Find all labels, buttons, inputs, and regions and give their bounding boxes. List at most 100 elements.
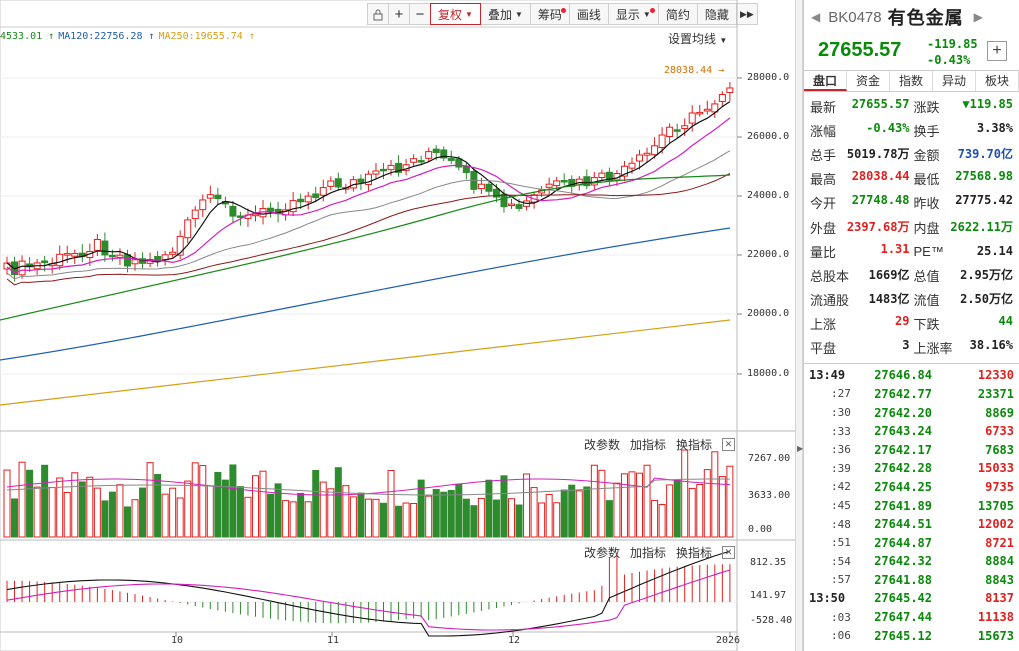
toolbar-button-2[interactable]: 筹码 (529, 3, 570, 25)
quote-value: 2397.68万 (846, 219, 910, 234)
quote-cell: PE™ 25.14 (912, 244, 1016, 259)
quote-label: 金额 (913, 147, 940, 163)
trade-row: :57 27641.88 8843 (804, 571, 1019, 590)
tab-3[interactable]: 异动 (933, 71, 976, 91)
quote-cell: 最新 27655.57 (808, 97, 912, 116)
volume-bar (349, 496, 357, 538)
panel-splitter[interactable]: ▶ (795, 0, 803, 651)
volume-bar (289, 501, 297, 538)
expand-right-button[interactable]: ▶▶ (735, 3, 758, 25)
toolbar-button-3[interactable]: 画线 (568, 3, 609, 25)
volume-bar (492, 499, 500, 538)
volume-bar (508, 498, 516, 538)
add-watchlist-button[interactable]: + (987, 41, 1007, 61)
chart-toolbar: + − 复权 ▼ 叠加 ▼ 筹码 画线 显示 ▼ 简约 隐藏 ▶▶ (367, 3, 758, 25)
volume-bar (688, 487, 696, 538)
plus-icon: + (992, 42, 1002, 59)
price-axis-label: 18000.0 (747, 368, 790, 379)
macd-axis-label: 141.97 (750, 590, 787, 601)
volume-bar (184, 480, 192, 538)
volume-add-indicator-button[interactable]: 加指标 (630, 438, 667, 452)
candle-body (688, 112, 696, 124)
trade-volume: 11138 (977, 610, 1014, 625)
macd-add-indicator-button[interactable]: 加指标 (630, 546, 667, 560)
volume-axis-label: 7267.00 (748, 453, 791, 464)
candle-body (703, 108, 711, 112)
toolbar-button-1[interactable]: 叠加 ▼ (479, 3, 531, 25)
quote-label: 最低 (913, 172, 940, 188)
candle-body (334, 178, 342, 188)
x-label-2026: 2026 (716, 635, 741, 646)
quote-cell: 上涨率 38.16% (912, 338, 1016, 357)
macd-change-params-button[interactable]: 改参数 (584, 546, 621, 560)
toolbar-button-6[interactable]: 隐藏 (696, 3, 737, 25)
macd-switch-indicator-button[interactable]: 换指标 (676, 546, 713, 560)
prev-stock-icon[interactable]: ◀ (811, 10, 821, 24)
volume-bar (681, 449, 689, 538)
trade-volume: 8721 (985, 535, 1014, 550)
trade-price: 27642.28 (874, 461, 932, 476)
toolbar-button-0[interactable]: 复权 ▼ (430, 3, 481, 25)
trade-row: :03 27647.44 11138 (804, 608, 1019, 627)
candle-body (553, 180, 561, 187)
volume-close-icon[interactable]: ✕ (722, 438, 736, 451)
quote-cell: 金额 739.70亿 (912, 145, 1016, 164)
candle-body (455, 158, 463, 168)
volume-bar (342, 485, 350, 538)
quote-value: -0.43% (866, 120, 910, 135)
trade-time: :57 (831, 573, 851, 587)
quote-label: 最高 (810, 172, 837, 188)
candle-body (508, 203, 516, 207)
volume-bar (26, 469, 34, 538)
candle-body (131, 259, 139, 265)
quote-panel: ◀ BK0478 有色金属 ▶ 27655.57 -119.85 -0.43% +… (803, 0, 1019, 651)
candle-body (304, 195, 312, 203)
volume-bar (139, 487, 147, 538)
quote-label: 内盘 (913, 220, 940, 236)
candle-body (169, 251, 177, 255)
splitter-grip-icon: ▶ (797, 444, 804, 453)
quote-label: PE™ (913, 243, 944, 259)
candle-body (666, 126, 674, 138)
chart-canvas[interactable] (0, 0, 795, 651)
candle-body (651, 145, 659, 156)
tab-1[interactable]: 资金 (847, 71, 890, 91)
volume-bar (274, 483, 282, 538)
macd-close-icon[interactable]: ✕ (722, 546, 736, 559)
volume-bar (500, 475, 508, 538)
ma60-line (0, 174, 731, 321)
zoom-in-button[interactable]: + (388, 3, 410, 25)
volume-change-params-button[interactable]: 改参数 (584, 438, 621, 452)
candle-body (545, 183, 553, 188)
candle-body (206, 194, 214, 199)
next-stock-icon[interactable]: ▶ (973, 10, 983, 24)
chevron-down-icon: ▼ (514, 9, 523, 19)
volume-bar (372, 498, 380, 538)
toolbar-button-4[interactable]: 显示 ▼ (607, 3, 659, 25)
trade-row: :33 27643.24 6733 (804, 422, 1019, 441)
volume-bar (191, 462, 199, 538)
quote-label: 上涨率 (913, 341, 953, 357)
tab-0[interactable]: 盘口 (804, 71, 847, 91)
trade-time: 13:50 (809, 591, 846, 606)
volume-bar (523, 473, 531, 538)
chart-area[interactable]: + − 复权 ▼ 叠加 ▼ 筹码 画线 显示 ▼ 简约 隐藏 ▶▶ 4533.01 ↑ MA120:… (0, 0, 795, 651)
quote-cell: 量比 1.31 (808, 242, 912, 261)
trade-price: 27644.51 (874, 517, 932, 532)
candle-body (696, 111, 704, 115)
toolbar-button-label: 画线 (576, 7, 601, 22)
candle-body (583, 176, 591, 187)
volume-ma-line (6, 478, 730, 496)
volume-bar (357, 492, 365, 538)
tab-2[interactable]: 指数 (890, 71, 933, 91)
tab-4[interactable]: 板块 (976, 71, 1019, 91)
volume-bar (590, 464, 598, 538)
macd-dif-line (6, 550, 731, 637)
toolbar-button-5[interactable]: 简约 (657, 3, 698, 25)
ma20-line (6, 150, 731, 280)
ma-setting-button[interactable]: 设置均线 ▼ (668, 30, 727, 47)
trade-row: :54 27642.32 8884 (804, 552, 1019, 571)
candle-body (440, 149, 448, 159)
candle-body (673, 129, 681, 132)
volume-switch-indicator-button[interactable]: 换指标 (676, 438, 713, 452)
